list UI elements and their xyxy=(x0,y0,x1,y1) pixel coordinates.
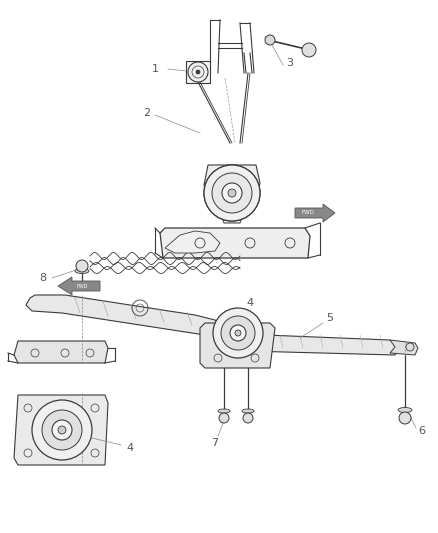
Circle shape xyxy=(219,413,229,423)
Circle shape xyxy=(302,43,316,57)
Polygon shape xyxy=(58,277,100,295)
Circle shape xyxy=(212,173,252,213)
Circle shape xyxy=(228,189,236,197)
Ellipse shape xyxy=(75,269,89,273)
Circle shape xyxy=(42,410,82,450)
Polygon shape xyxy=(160,228,310,258)
Text: 6: 6 xyxy=(418,426,425,436)
Polygon shape xyxy=(186,61,210,83)
Polygon shape xyxy=(14,395,108,465)
Text: 7: 7 xyxy=(212,438,219,448)
Circle shape xyxy=(52,420,72,440)
Text: 2: 2 xyxy=(143,108,151,118)
Text: 4: 4 xyxy=(127,443,134,453)
Text: 3: 3 xyxy=(286,58,293,68)
Polygon shape xyxy=(26,295,220,336)
Polygon shape xyxy=(390,340,418,355)
Circle shape xyxy=(196,70,200,74)
Circle shape xyxy=(188,62,208,82)
Circle shape xyxy=(213,308,263,358)
Circle shape xyxy=(265,35,275,45)
Text: FWD: FWD xyxy=(301,211,314,215)
Circle shape xyxy=(222,183,242,203)
Circle shape xyxy=(58,426,66,434)
Ellipse shape xyxy=(398,408,412,413)
Circle shape xyxy=(32,400,92,460)
Ellipse shape xyxy=(218,409,230,413)
Circle shape xyxy=(76,260,88,272)
Text: 4: 4 xyxy=(247,298,254,308)
Text: 1: 1 xyxy=(152,64,159,74)
Text: 8: 8 xyxy=(39,273,46,283)
Polygon shape xyxy=(165,231,220,253)
Circle shape xyxy=(221,316,255,350)
Circle shape xyxy=(228,189,236,197)
Circle shape xyxy=(204,165,260,221)
Circle shape xyxy=(243,413,253,423)
Ellipse shape xyxy=(242,409,254,413)
Polygon shape xyxy=(205,333,400,355)
Circle shape xyxy=(204,165,260,221)
Polygon shape xyxy=(200,323,275,368)
Circle shape xyxy=(222,183,242,203)
Polygon shape xyxy=(204,165,260,203)
Circle shape xyxy=(230,325,246,341)
Polygon shape xyxy=(220,203,244,223)
Text: 5: 5 xyxy=(326,313,333,323)
Polygon shape xyxy=(14,341,108,363)
Circle shape xyxy=(235,330,241,336)
Text: FWD: FWD xyxy=(76,284,88,288)
Circle shape xyxy=(212,173,252,213)
Circle shape xyxy=(399,412,411,424)
Polygon shape xyxy=(295,204,335,222)
